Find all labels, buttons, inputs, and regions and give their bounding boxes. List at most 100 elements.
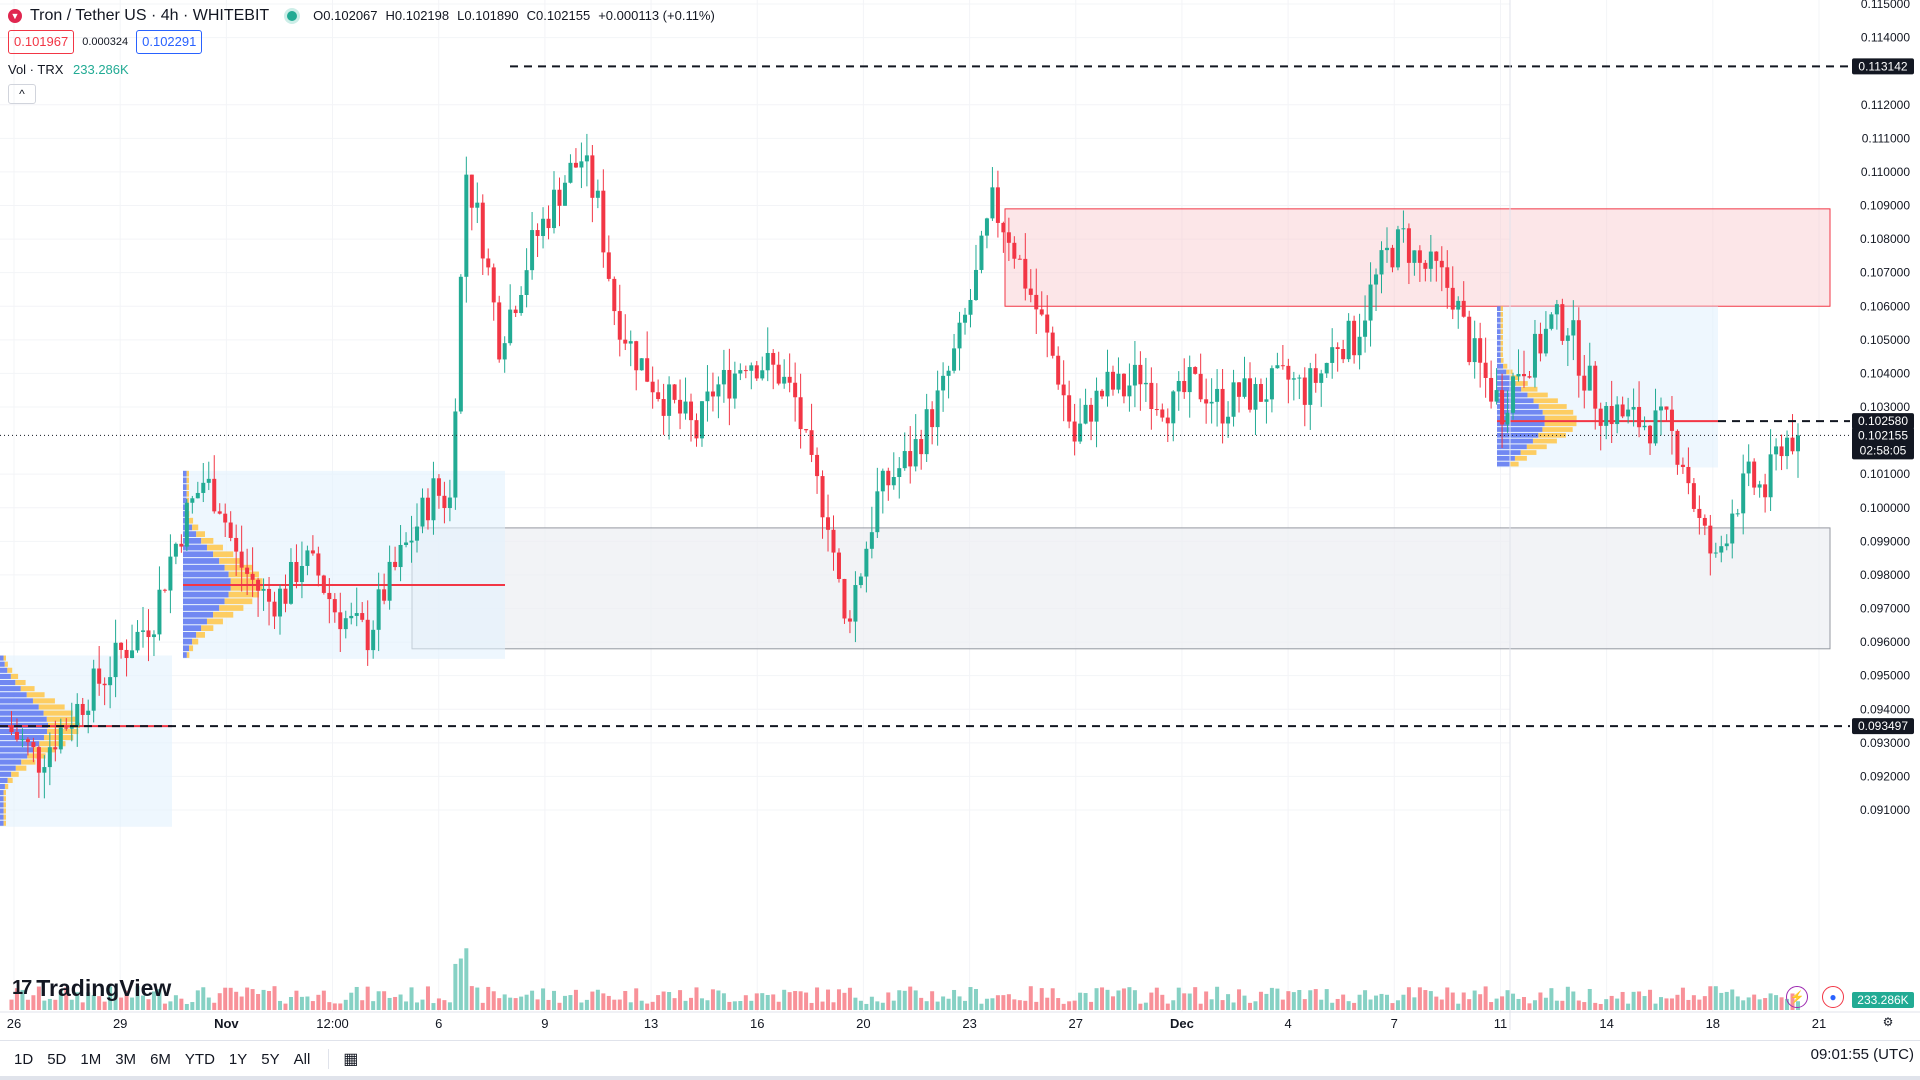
range-1y-button[interactable]: 1Y	[228, 1050, 248, 1068]
candle-body	[590, 155, 595, 198]
candle-body	[1746, 461, 1751, 474]
candle-body	[1582, 375, 1587, 391]
range-1d-button[interactable]: 1D	[14, 1050, 34, 1068]
volume-bar	[80, 1002, 85, 1010]
volume-bar	[343, 999, 348, 1010]
candle-body	[836, 552, 841, 579]
candle-body	[1121, 373, 1126, 397]
volume-bar	[869, 996, 874, 1010]
volume-bar	[847, 987, 852, 1010]
sell-price-button[interactable]: 0.101967	[8, 30, 75, 54]
symbol-title[interactable]: Tron / Tether US · 4h · WHITEBIT	[30, 7, 270, 24]
buy-price-button[interactable]: 0.102291	[136, 30, 203, 54]
range-5y-button[interactable]: 5Y	[261, 1050, 280, 1068]
profile-bar-sell	[1503, 363, 1508, 369]
candle-body	[497, 302, 502, 360]
candle-body	[1247, 378, 1252, 410]
volume-bar	[141, 995, 146, 1010]
profile-bar-sell	[186, 470, 189, 477]
range-all-button[interactable]: All	[293, 1050, 311, 1068]
volume-bar	[727, 1001, 732, 1010]
candle-body	[206, 478, 211, 483]
volume-bar	[179, 998, 184, 1010]
candle-body	[1346, 320, 1351, 360]
volume-bar	[557, 1002, 562, 1010]
candle-body	[875, 491, 880, 533]
price-tick-label: 0.105000	[1860, 333, 1910, 347]
price-tick-label: 0.111000	[1862, 131, 1911, 145]
candle-body	[141, 630, 146, 632]
candle-body	[513, 309, 518, 314]
candle-body	[1324, 362, 1329, 374]
candle-body	[727, 369, 732, 399]
price-tick-label: 0.091000	[1860, 803, 1910, 817]
candle-body	[1193, 367, 1198, 374]
candle-countdown-label: 02:58:05	[1860, 443, 1907, 457]
profile-bar-sell	[3, 814, 6, 820]
time-tick-label: 26	[7, 1016, 21, 1031]
volume-bar	[223, 987, 228, 1010]
candle-body	[853, 585, 858, 622]
volume-bar	[1593, 1002, 1598, 1010]
settings-gear-icon[interactable]: ⚙	[1882, 1015, 1894, 1029]
profile-bar-sell	[3, 790, 6, 796]
candle-body	[524, 270, 529, 295]
volume-bar	[1741, 1000, 1746, 1010]
candle-body	[1779, 446, 1784, 457]
volume-bar	[1439, 999, 1444, 1010]
candle-body	[162, 589, 167, 591]
volume-bar	[393, 996, 398, 1010]
utc-clock[interactable]: 09:01:55 (UTC)	[1810, 1046, 1914, 1063]
volume-bar	[1428, 991, 1433, 1010]
price-tick-label: 0.107000	[1860, 266, 1910, 280]
profile-bar-sell	[213, 551, 234, 558]
volume-bar	[173, 995, 178, 1010]
volume-bar	[535, 999, 540, 1010]
chevron-up-icon[interactable]: ^	[8, 84, 36, 104]
volume-bar	[1149, 992, 1154, 1010]
volume-bar	[732, 1001, 737, 1010]
flag-icon[interactable]: ●	[1822, 986, 1844, 1008]
candle-body	[1083, 404, 1088, 424]
candle-body	[1171, 391, 1176, 424]
range-6m-button[interactable]: 6M	[150, 1050, 171, 1068]
profile-bar-sell	[32, 698, 55, 704]
volume-bar	[1445, 987, 1450, 1010]
profile-bar-buy	[1497, 323, 1501, 329]
candle-body	[1127, 385, 1132, 397]
profile-bar-buy	[1497, 369, 1507, 375]
tradingview-mark-icon: 17	[12, 977, 32, 999]
range-1m-button[interactable]: 1M	[80, 1050, 102, 1068]
volume-bar	[667, 992, 672, 1010]
candle-body	[1598, 408, 1603, 426]
volume-bar	[1006, 994, 1011, 1010]
range-3m-button[interactable]: 3M	[115, 1050, 137, 1068]
candle-body	[9, 726, 14, 733]
candle-body	[1543, 328, 1548, 354]
volume-bar	[1176, 987, 1181, 1010]
range-ytd-button[interactable]: YTD	[184, 1050, 215, 1068]
volume-bar	[519, 996, 524, 1010]
volume-bar	[1061, 1003, 1066, 1010]
candle-body	[787, 376, 792, 383]
volume-bar	[963, 1000, 968, 1010]
volume-bar	[360, 1000, 365, 1010]
volume-bar	[415, 1002, 420, 1010]
range-5d-button[interactable]: 5D	[47, 1050, 67, 1068]
profile-bar-buy	[183, 605, 220, 611]
tradingview-logo[interactable]: 17 TradingView	[12, 975, 171, 1002]
volume-bar	[1231, 1002, 1236, 1010]
candle-body	[1450, 287, 1455, 310]
candle-body	[404, 542, 409, 545]
volume-bar	[31, 995, 36, 1010]
candle-body	[53, 747, 58, 750]
volume-bar	[272, 986, 277, 1010]
profile-bar-buy	[0, 808, 4, 814]
profile-bar-buy	[1497, 358, 1501, 363]
price-tick-label: 0.109000	[1860, 199, 1910, 213]
volume-bar	[590, 991, 595, 1010]
profile-bar-sell	[4, 661, 8, 667]
calendar-range-icon[interactable]: ▦	[343, 1051, 359, 1068]
lightning-icon[interactable]: ⚡	[1786, 986, 1808, 1008]
